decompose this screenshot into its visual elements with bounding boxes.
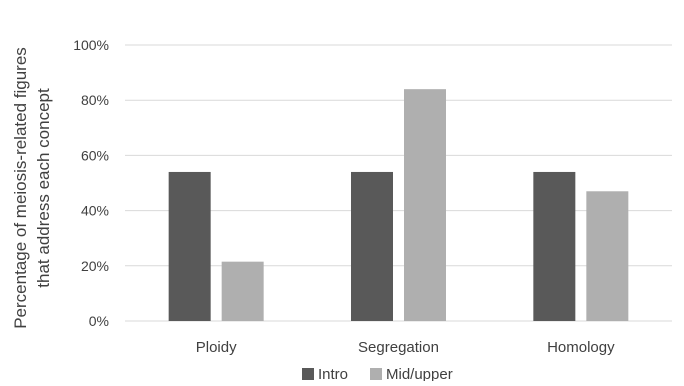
legend-label: Mid/upper: [386, 366, 453, 381]
bar-mid-upper-homology: [586, 191, 629, 321]
y-tick-label: 100%: [73, 37, 109, 53]
bar-mid-upper-segregation: [404, 89, 446, 321]
bar-mid-upper-ploidy: [221, 261, 264, 321]
y-axis-title: Percentage of meiosis-related figures th…: [11, 47, 53, 329]
y-tick-label: 40%: [81, 203, 109, 219]
legend: Intro Mid/upper: [302, 366, 453, 383]
y-tick-label: 20%: [81, 258, 109, 274]
x-category-label: Homology: [547, 339, 615, 356]
legend-swatch: [370, 368, 382, 380]
bars: [168, 89, 629, 321]
x-axis-categories: Ploidy Segregation Homology: [196, 339, 615, 356]
x-category-label: Ploidy: [196, 339, 237, 356]
bar-intro-segregation: [351, 171, 393, 321]
legend-swatch: [302, 368, 314, 380]
y-axis-title-line-2: that address each concept: [34, 88, 53, 288]
bar-intro-homology: [533, 171, 576, 321]
gridlines: [125, 44, 672, 322]
y-axis-title-line-1: Percentage of meiosis-related figures: [11, 47, 30, 329]
y-tick-label: 0%: [89, 313, 109, 329]
x-category-label: Segregation: [358, 339, 439, 356]
y-axis-ticks: 0% 20% 40% 60% 80% 100%: [73, 37, 109, 329]
bar-intro-ploidy: [168, 171, 211, 321]
y-tick-label: 80%: [81, 92, 109, 108]
y-tick-label: 60%: [81, 147, 109, 163]
legend-label: Intro: [318, 366, 348, 381]
